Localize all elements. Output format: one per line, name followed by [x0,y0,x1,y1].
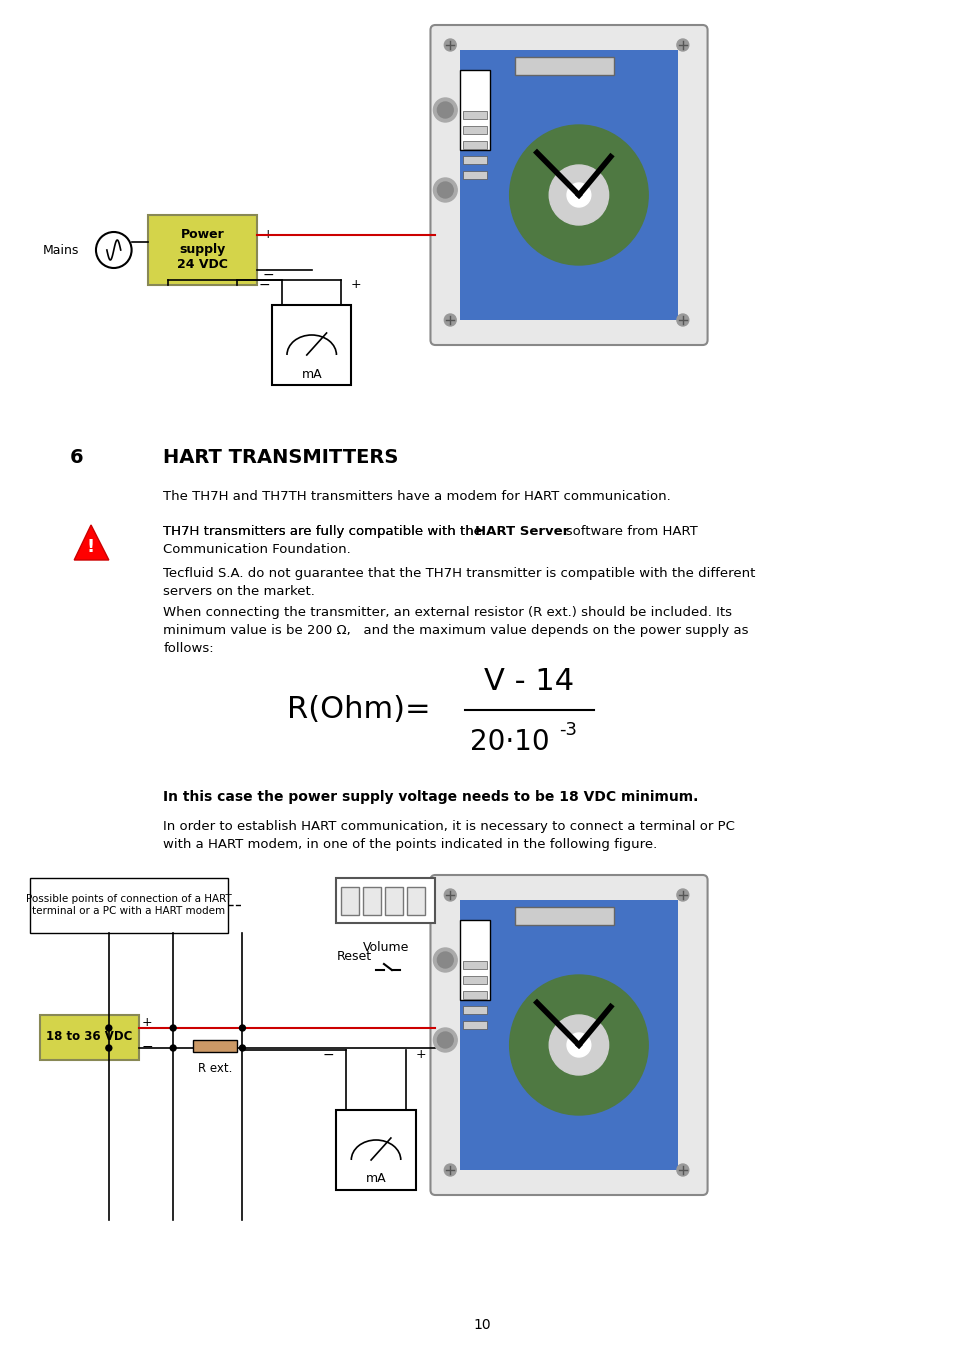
Circle shape [444,314,456,326]
Circle shape [436,103,453,117]
Circle shape [106,1045,112,1051]
Circle shape [106,1025,112,1031]
Text: Communication Foundation.: Communication Foundation. [163,544,351,556]
Bar [462,171,486,179]
Circle shape [677,314,688,326]
Bar [462,111,486,119]
Text: −: − [141,1040,153,1054]
Text: mA: mA [301,368,322,382]
Text: V - 14: V - 14 [484,668,574,696]
Circle shape [444,889,456,901]
Text: 20·10: 20·10 [469,728,549,755]
Bar [514,57,613,76]
Bar [462,992,486,1000]
Bar [406,888,424,915]
Bar [459,70,489,150]
Circle shape [239,1045,245,1051]
Bar [193,1040,237,1052]
Text: HART Server: HART Server [475,525,569,538]
Text: Possible points of connection of a HART
terminal or a PC with a HART modem: Possible points of connection of a HART … [26,894,232,916]
Bar [514,907,613,925]
Text: The TH7H and TH7TH transmitters have a modem for HART communication.: The TH7H and TH7TH transmitters have a m… [163,490,670,503]
Bar [462,960,486,969]
Circle shape [436,182,453,198]
Text: HART TRANSMITTERS: HART TRANSMITTERS [163,448,398,467]
Polygon shape [74,525,109,560]
Bar [149,214,257,285]
FancyBboxPatch shape [430,26,707,345]
Bar [341,888,359,915]
Text: Volume: Volume [362,942,409,954]
Bar [336,878,435,923]
Circle shape [677,1164,688,1176]
FancyBboxPatch shape [430,876,707,1195]
Circle shape [170,1045,176,1051]
Bar [462,1021,486,1029]
Bar [363,888,380,915]
Bar [39,1014,138,1060]
Bar [272,305,351,384]
Text: Tecfluid S.A. do not guarantee that the TH7H transmitter is compatible with the : Tecfluid S.A. do not guarantee that the … [163,567,755,580]
Text: 10: 10 [473,1318,490,1331]
Circle shape [433,178,456,202]
Text: R(Ohm)=: R(Ohm)= [287,696,430,724]
Bar [459,920,489,1000]
Text: Power
supply
24 VDC: Power supply 24 VDC [177,228,228,271]
Text: minimum value is be 200 Ω,   and the maximum value depends on the power supply a: minimum value is be 200 Ω, and the maxim… [163,625,748,637]
Bar [385,888,402,915]
Bar [462,125,486,134]
Text: -3: -3 [558,720,577,739]
Text: TH7H transmitters are fully compatible with the       software from HART: TH7H transmitters are fully compatible w… [163,525,698,538]
Bar [336,1110,416,1190]
Text: Mains: Mains [43,244,79,256]
Text: +: + [141,1017,152,1029]
Circle shape [549,165,608,225]
Text: −: − [262,268,274,282]
Bar [459,50,678,320]
Circle shape [509,125,647,264]
Text: !: ! [87,538,95,556]
Text: In this case the power supply voltage needs to be 18 VDC minimum.: In this case the power supply voltage ne… [163,791,698,804]
Circle shape [566,1033,590,1058]
Bar [462,975,486,983]
Circle shape [677,889,688,901]
Bar [30,878,228,934]
Circle shape [549,1014,608,1075]
Text: In order to establish HART communication, it is necessary to connect a terminal : In order to establish HART communication… [163,820,735,832]
Circle shape [436,1032,453,1048]
Text: When connecting the transmitter, an external resistor (R ext.) should be include: When connecting the transmitter, an exte… [163,606,732,619]
Text: +: + [415,1048,425,1062]
Text: follows:: follows: [163,642,213,656]
Text: Reset: Reset [336,950,372,963]
Circle shape [444,39,456,51]
Circle shape [444,1164,456,1176]
Circle shape [433,1028,456,1052]
Text: TH7H transmitters are fully compatible with the: TH7H transmitters are fully compatible w… [163,525,486,538]
Text: −: − [322,1048,334,1062]
Circle shape [239,1025,245,1031]
Text: 6: 6 [70,448,83,467]
Bar [462,156,486,165]
Bar [462,142,486,148]
Circle shape [433,948,456,973]
Text: +: + [262,228,273,241]
Text: −: − [258,278,270,291]
Text: mA: mA [365,1171,386,1184]
Text: R ext.: R ext. [197,1062,232,1075]
Bar [462,1006,486,1014]
Circle shape [436,952,453,969]
Bar [459,900,678,1170]
Circle shape [433,98,456,121]
Text: +: + [351,278,361,291]
Text: with a HART modem, in one of the points indicated in the following figure.: with a HART modem, in one of the points … [163,838,657,851]
Circle shape [170,1025,176,1031]
Circle shape [566,183,590,206]
Circle shape [677,39,688,51]
Text: 18 to 36 VDC: 18 to 36 VDC [46,1031,132,1044]
Circle shape [96,232,132,268]
Text: servers on the market.: servers on the market. [163,585,314,598]
Circle shape [509,975,647,1116]
